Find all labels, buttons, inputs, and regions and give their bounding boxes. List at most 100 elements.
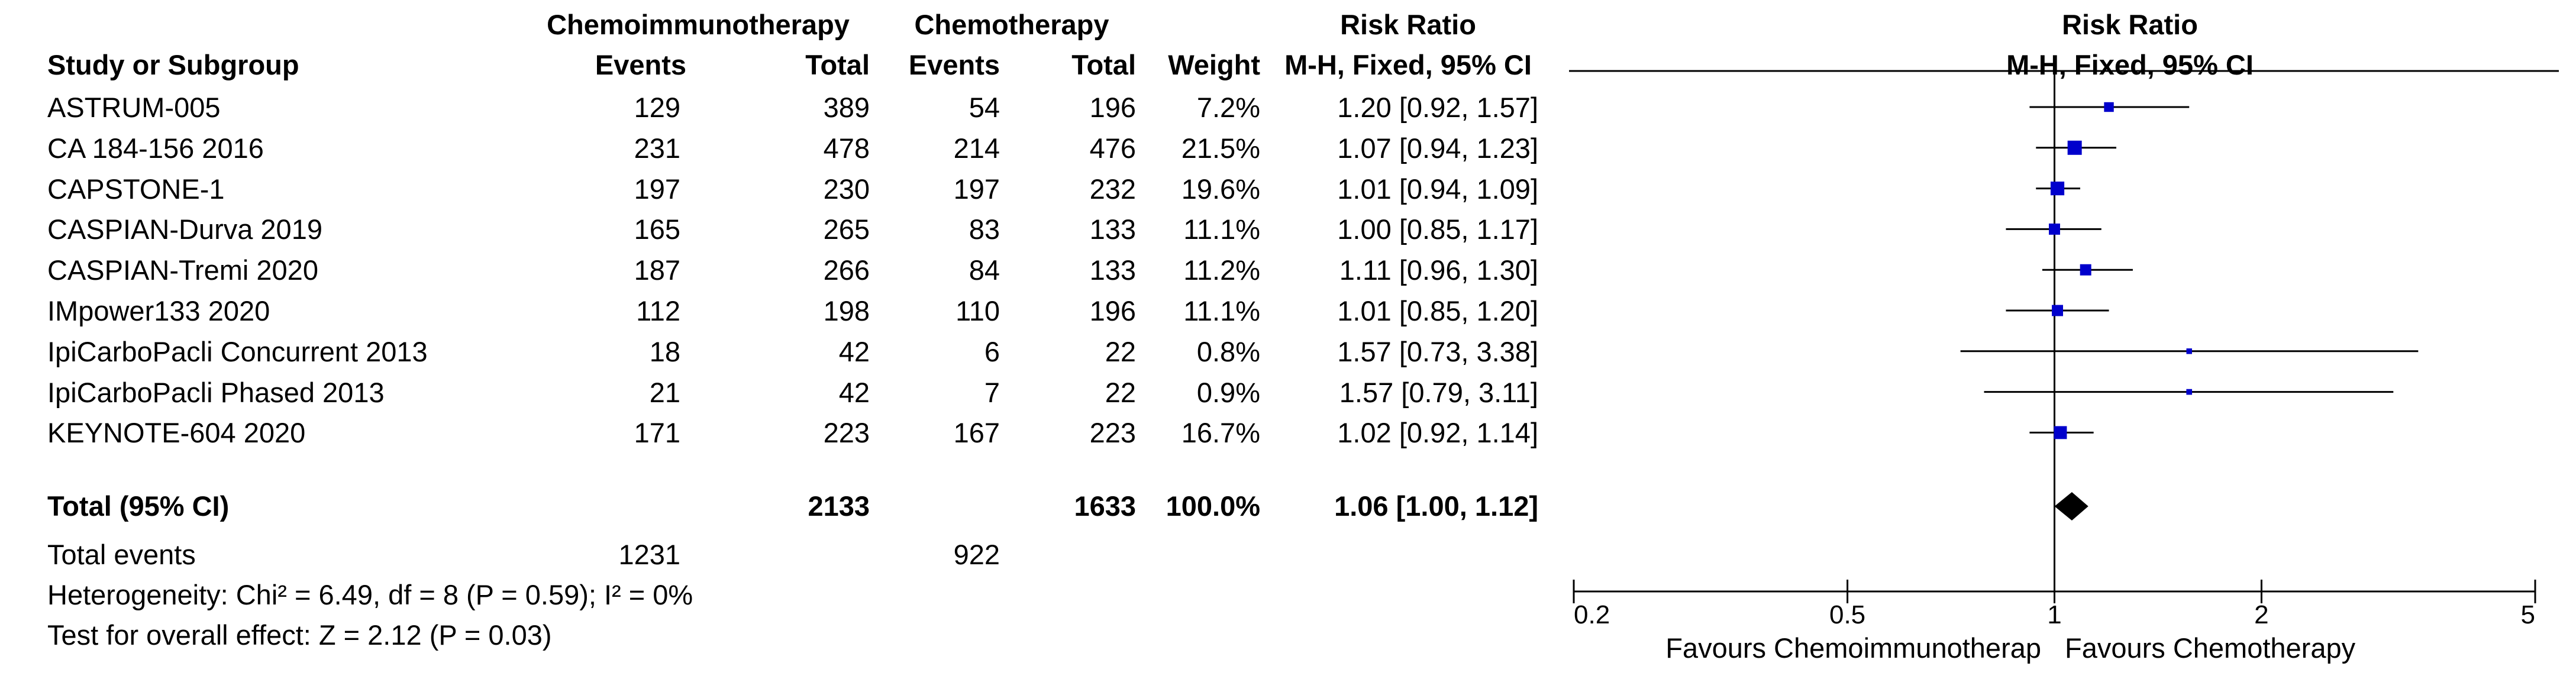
- total1-cell: 223: [823, 417, 870, 449]
- ci-cell: 1.57 [0.79, 3.11]: [1339, 376, 1538, 408]
- total2-cell: 232: [1089, 173, 1136, 205]
- study-marker: [2052, 305, 2063, 316]
- events2-cell: 7: [984, 376, 1000, 408]
- total-total1: 2133: [808, 490, 870, 522]
- weight-cell: 0.8%: [1196, 335, 1260, 367]
- weight-cell: 21.5%: [1181, 132, 1260, 164]
- total1-header: Total: [805, 49, 870, 80]
- total2-cell: 196: [1089, 295, 1136, 326]
- study-marker: [2050, 182, 2065, 196]
- weight-cell: 7.2%: [1196, 92, 1260, 123]
- study-column-header: Study or Subgroup: [47, 49, 299, 80]
- weight-cell: 0.9%: [1196, 376, 1260, 408]
- study-marker: [2049, 223, 2060, 235]
- group2-header: Chemotherapy: [914, 9, 1109, 40]
- x-tick-label: 0.5: [1829, 600, 1865, 629]
- weight-cell: 11.1%: [1183, 295, 1260, 326]
- events1-cell: 21: [649, 376, 680, 408]
- events1-cell: 112: [636, 295, 680, 326]
- study-name: CASPIAN-Durva 2019: [47, 214, 322, 245]
- total2-cell: 133: [1089, 254, 1136, 286]
- total1-cell: 478: [823, 132, 870, 164]
- events2-cell: 6: [984, 335, 1000, 367]
- events2-cell: 167: [953, 417, 1000, 449]
- total1-cell: 230: [823, 173, 870, 205]
- events2-cell: 54: [969, 92, 1000, 123]
- total2-header: Total: [1071, 49, 1136, 80]
- x-tick-label: 2: [2254, 600, 2268, 629]
- overall-effect-text: Test for overall effect: Z = 2.12 (P = 0…: [47, 619, 552, 651]
- x-tick-label: 5: [2521, 600, 2535, 629]
- favours-left-label: Favours Chemoimmunotherap: [1665, 632, 2041, 664]
- events1-cell: 171: [634, 417, 680, 449]
- total-label: Total (95% CI): [47, 490, 230, 522]
- study-marker: [2067, 140, 2082, 155]
- study-name: IpiCarboPacli Phased 2013: [47, 376, 385, 408]
- total1-cell: 42: [838, 376, 870, 408]
- events2-cell: 197: [953, 173, 1000, 205]
- weight-cell: 19.6%: [1181, 173, 1260, 205]
- total2-cell: 476: [1089, 132, 1136, 164]
- ci-cell: 1.02 [0.92, 1.14]: [1337, 417, 1538, 449]
- heterogeneity-text: Heterogeneity: Chi² = 6.49, df = 8 (P = …: [47, 579, 693, 610]
- events1-cell: 129: [634, 92, 680, 123]
- total-total2: 1633: [1074, 490, 1136, 522]
- ci-cell: 1.20 [0.92, 1.57]: [1337, 92, 1538, 123]
- study-name: IpiCarboPacli Concurrent 2013: [47, 335, 428, 367]
- total2-cell: 133: [1089, 214, 1136, 245]
- total-ci: 1.06 [1.00, 1.12]: [1334, 490, 1538, 522]
- ci-cell: 1.11 [0.96, 1.30]: [1339, 254, 1538, 286]
- pooled-diamond: [2054, 492, 2088, 520]
- events2-cell: 83: [969, 214, 1000, 245]
- study-marker: [2054, 426, 2067, 439]
- events1-cell: 187: [634, 254, 680, 286]
- events2-cell: 110: [955, 295, 1000, 326]
- events1-header: Events: [595, 49, 686, 80]
- ci-cell: 1.01 [0.85, 1.20]: [1337, 295, 1538, 326]
- total1-cell: 42: [838, 335, 870, 367]
- total-events-label: Total events: [47, 539, 196, 570]
- x-tick-label: 1: [2047, 600, 2061, 629]
- total1-cell: 266: [823, 254, 870, 286]
- total1-cell: 198: [823, 295, 870, 326]
- method-header: M-H, Fixed, 95% CI: [1284, 49, 1532, 80]
- study-name: IMpower133 2020: [47, 295, 270, 326]
- study-marker: [2104, 102, 2114, 112]
- total-events-e2: 922: [953, 539, 1000, 570]
- ci-cell: 1.00 [0.85, 1.17]: [1337, 214, 1538, 245]
- events1-cell: 18: [649, 335, 680, 367]
- study-name: CAPSTONE-1: [47, 173, 225, 205]
- ci-cell: 1.01 [0.94, 1.09]: [1337, 173, 1538, 205]
- group1-header: Chemoimmunotherapy: [547, 9, 850, 40]
- events2-cell: 214: [953, 132, 1000, 164]
- total-events-e1: 1231: [618, 539, 680, 570]
- plot-title: Risk Ratio: [2062, 9, 2198, 40]
- total1-cell: 265: [823, 214, 870, 245]
- study-marker: [2080, 264, 2091, 276]
- study-name: ASTRUM-005: [47, 92, 221, 123]
- events1-cell: 231: [634, 132, 680, 164]
- study-name: CA 184-156 2016: [47, 132, 264, 164]
- ci-cell: 1.57 [0.73, 3.38]: [1337, 335, 1538, 367]
- events1-cell: 165: [634, 214, 680, 245]
- x-tick-label: 0.2: [1574, 600, 1610, 629]
- total1-cell: 389: [823, 92, 870, 123]
- favours-right-label: Favours Chemotherapy: [2065, 632, 2356, 664]
- events2-header: Events: [908, 49, 1000, 80]
- risk-ratio-header: Risk Ratio: [1340, 9, 1476, 40]
- study-name: KEYNOTE-604 2020: [47, 417, 306, 449]
- total2-cell: 22: [1105, 376, 1136, 408]
- total2-cell: 196: [1089, 92, 1136, 123]
- weight-header: Weight: [1168, 49, 1260, 80]
- total-weight: 100.0%: [1166, 490, 1260, 522]
- ci-cell: 1.07 [0.94, 1.23]: [1337, 132, 1538, 164]
- study-name: CASPIAN-Tremi 2020: [47, 254, 318, 286]
- study-marker: [2186, 389, 2193, 395]
- events1-cell: 197: [634, 173, 680, 205]
- total2-cell: 223: [1089, 417, 1136, 449]
- weight-cell: 11.1%: [1183, 214, 1260, 245]
- total2-cell: 22: [1105, 335, 1136, 367]
- plot-method-header: M-H, Fixed, 95% CI: [2006, 49, 2254, 80]
